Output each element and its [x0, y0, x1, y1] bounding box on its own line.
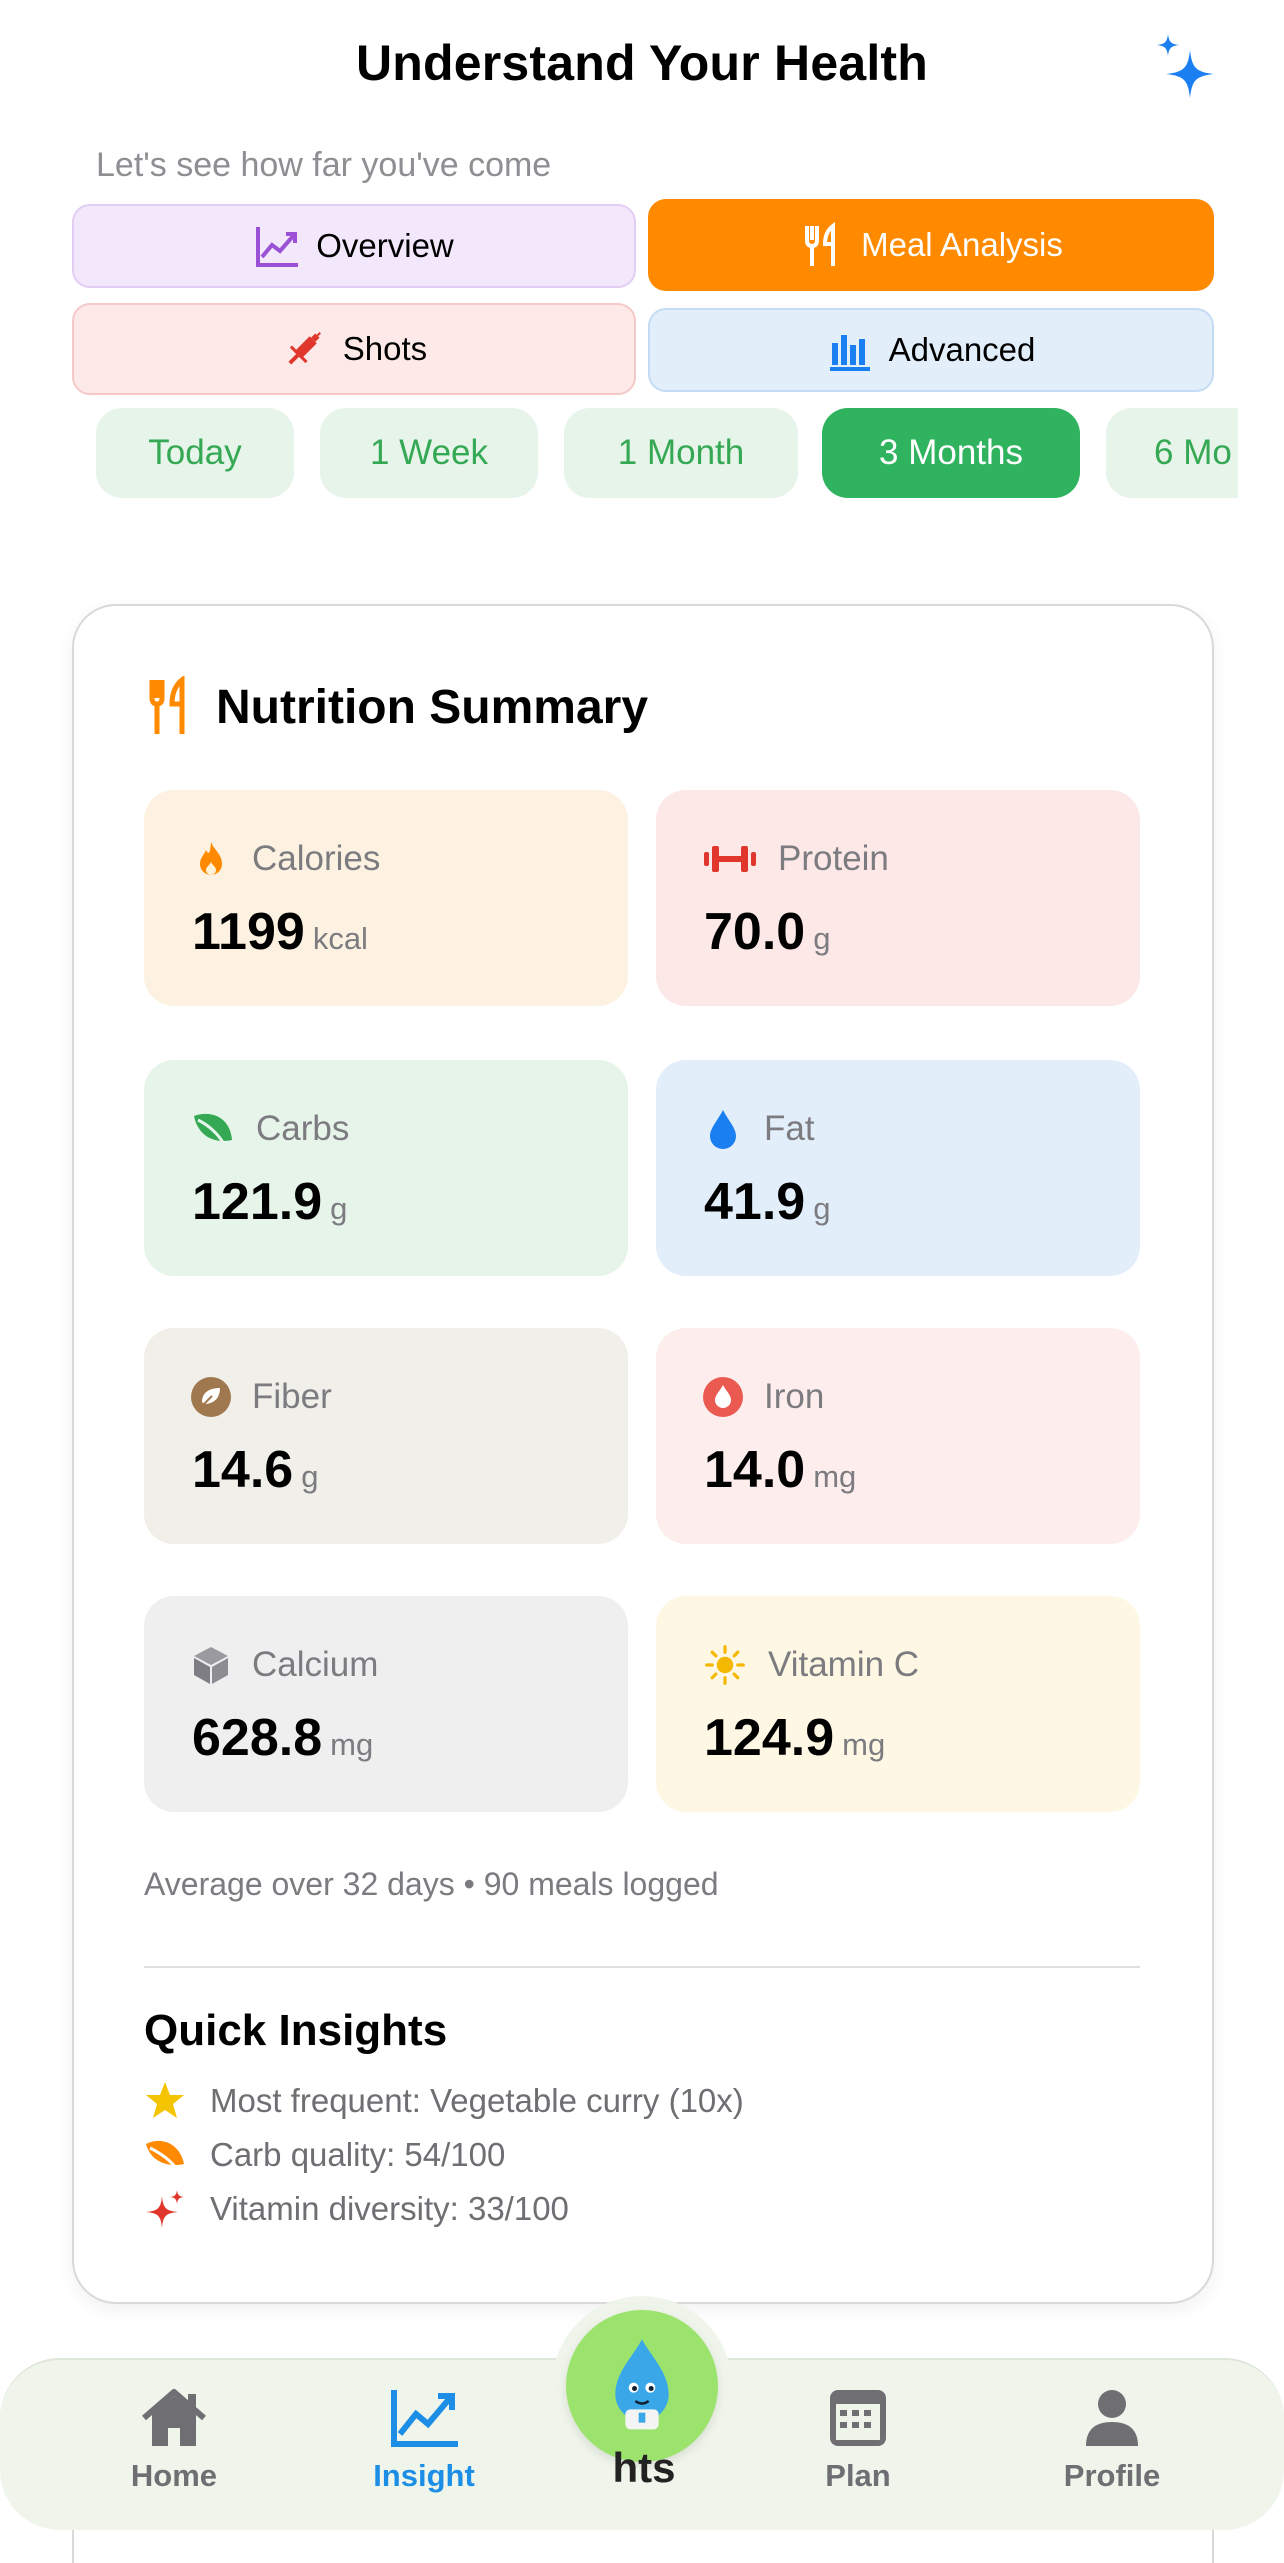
insight-text: Most frequent: Vegetable curry (10x) — [210, 2082, 744, 2119]
range-1-month[interactable]: 1 Month — [564, 408, 798, 498]
tile-value: 14.0 — [704, 1441, 806, 1499]
home-icon — [138, 2386, 210, 2450]
tile-value: 1199 — [192, 903, 305, 961]
mascot-button[interactable] — [566, 2310, 718, 2462]
flame-icon — [190, 838, 232, 880]
insight-item: Most frequent: Vegetable curry (10x) — [144, 2080, 744, 2122]
next-card-edge — [72, 2530, 1214, 2563]
insight-text: Vitamin diversity: 33/100 — [210, 2190, 569, 2227]
star-icon — [144, 2080, 186, 2122]
insight-item: Carb quality: 54/100 — [144, 2134, 505, 2176]
tile-value: 70.0 — [704, 903, 806, 961]
tile-unit: g — [330, 1191, 348, 1226]
insight-text: Carb quality: 54/100 — [210, 2136, 506, 2173]
chart-line-icon — [388, 2386, 460, 2450]
bar-chart-icon — [827, 327, 873, 373]
tile-unit: mg — [842, 1727, 886, 1762]
fiber-leaf-icon — [190, 1376, 232, 1418]
tile-unit: g — [813, 1191, 831, 1226]
calendar-icon — [822, 2386, 894, 2450]
fat-tile: Fat 41.9 g — [656, 1060, 1140, 1276]
card-title: Nutrition Summary — [216, 681, 649, 734]
carbs-tile: Carbs 121.9 g — [144, 1060, 628, 1276]
tab-insight[interactable]: Insight — [324, 2386, 524, 2494]
tile-label: Fiber — [252, 1377, 332, 1416]
fiber-tile: Fiber 14.6 g — [144, 1328, 628, 1544]
range-6-months[interactable]: 6 Mo — [1106, 408, 1238, 498]
sparkle-icon[interactable] — [1152, 30, 1218, 102]
tile-unit: kcal — [312, 921, 368, 956]
drop-icon — [702, 1108, 744, 1150]
tab-advanced-label: Advanced — [888, 331, 1036, 368]
tile-label: Calories — [252, 839, 381, 878]
tile-unit: g — [301, 1459, 319, 1494]
sun-icon — [702, 1644, 748, 1686]
tile-label: Carbs — [256, 1109, 350, 1148]
tile-value: 628.8 — [192, 1709, 323, 1767]
tab-home[interactable]: Home — [74, 2386, 274, 2494]
range-today[interactable]: Today — [96, 408, 294, 498]
calories-tile: Calories 1199 kcal — [144, 790, 628, 1006]
tab-overview[interactable]: Overview — [72, 204, 636, 288]
tab-label: Home — [130, 2458, 218, 2493]
tab-label: Profile — [1063, 2458, 1161, 2493]
sparkles-icon — [144, 2188, 186, 2230]
tab-shots-label: Shots — [342, 330, 428, 367]
page-title: Understand Your Health — [355, 35, 929, 91]
tile-value: 41.9 — [704, 1173, 806, 1231]
center-tab-label: hts — [612, 2444, 676, 2491]
tile-unit: g — [813, 921, 831, 956]
person-icon — [1076, 2386, 1148, 2450]
dumbbell-icon — [702, 838, 758, 880]
tab-profile[interactable]: Profile — [1012, 2386, 1212, 2494]
tile-label: Vitamin C — [768, 1645, 920, 1684]
chart-line-icon — [254, 223, 300, 269]
insight-item: Vitamin diversity: 33/100 — [144, 2188, 569, 2230]
tab-label: Plan — [825, 2458, 891, 2493]
range-3-months[interactable]: 3 Months — [822, 408, 1080, 498]
tab-meal-analysis-label: Meal Analysis — [861, 226, 1063, 263]
leaf-icon — [190, 1108, 236, 1150]
tile-value: 14.6 — [192, 1441, 294, 1499]
syringe-icon — [281, 326, 327, 372]
page-subtitle: Let's see how far you've come — [96, 146, 552, 184]
time-range-selector: Today 1 Week 1 Month 3 Months 6 Mo — [72, 408, 1238, 500]
tab-shots[interactable]: Shots — [72, 303, 636, 395]
tile-label: Fat — [764, 1109, 815, 1148]
vitamin-c-tile: Vitamin C 124.9 mg — [656, 1596, 1140, 1812]
fork-knife-icon — [146, 676, 190, 738]
range-1-week[interactable]: 1 Week — [320, 408, 538, 498]
protein-tile: Protein 70.0 g — [656, 790, 1140, 1006]
tile-value: 121.9 — [192, 1173, 323, 1231]
tab-advanced[interactable]: Advanced — [648, 308, 1214, 392]
summary-footnote: Average over 32 days • 90 meals logged — [144, 1866, 719, 1902]
water-drop-mascot-icon — [600, 2336, 684, 2436]
divider — [144, 1966, 1140, 1968]
tile-label: Iron — [764, 1377, 825, 1416]
tile-label: Protein — [778, 839, 889, 878]
quick-insights-title: Quick Insights — [144, 2006, 448, 2055]
tab-meal-analysis[interactable]: Meal Analysis — [648, 199, 1214, 291]
iron-drop-icon — [702, 1376, 744, 1418]
tile-unit: mg — [813, 1459, 857, 1494]
cube-icon — [190, 1644, 232, 1686]
tab-plan[interactable]: Plan — [758, 2386, 958, 2494]
tile-unit: mg — [330, 1727, 374, 1762]
tab-label: Insight — [373, 2458, 475, 2493]
fork-knife-icon — [799, 222, 845, 268]
calcium-tile: Calcium 628.8 mg — [144, 1596, 628, 1812]
tile-label: Calcium — [252, 1645, 379, 1684]
iron-tile: Iron 14.0 mg — [656, 1328, 1140, 1544]
leaf-icon — [144, 2134, 186, 2176]
tab-overview-label: Overview — [316, 227, 454, 264]
tile-value: 124.9 — [704, 1709, 835, 1767]
